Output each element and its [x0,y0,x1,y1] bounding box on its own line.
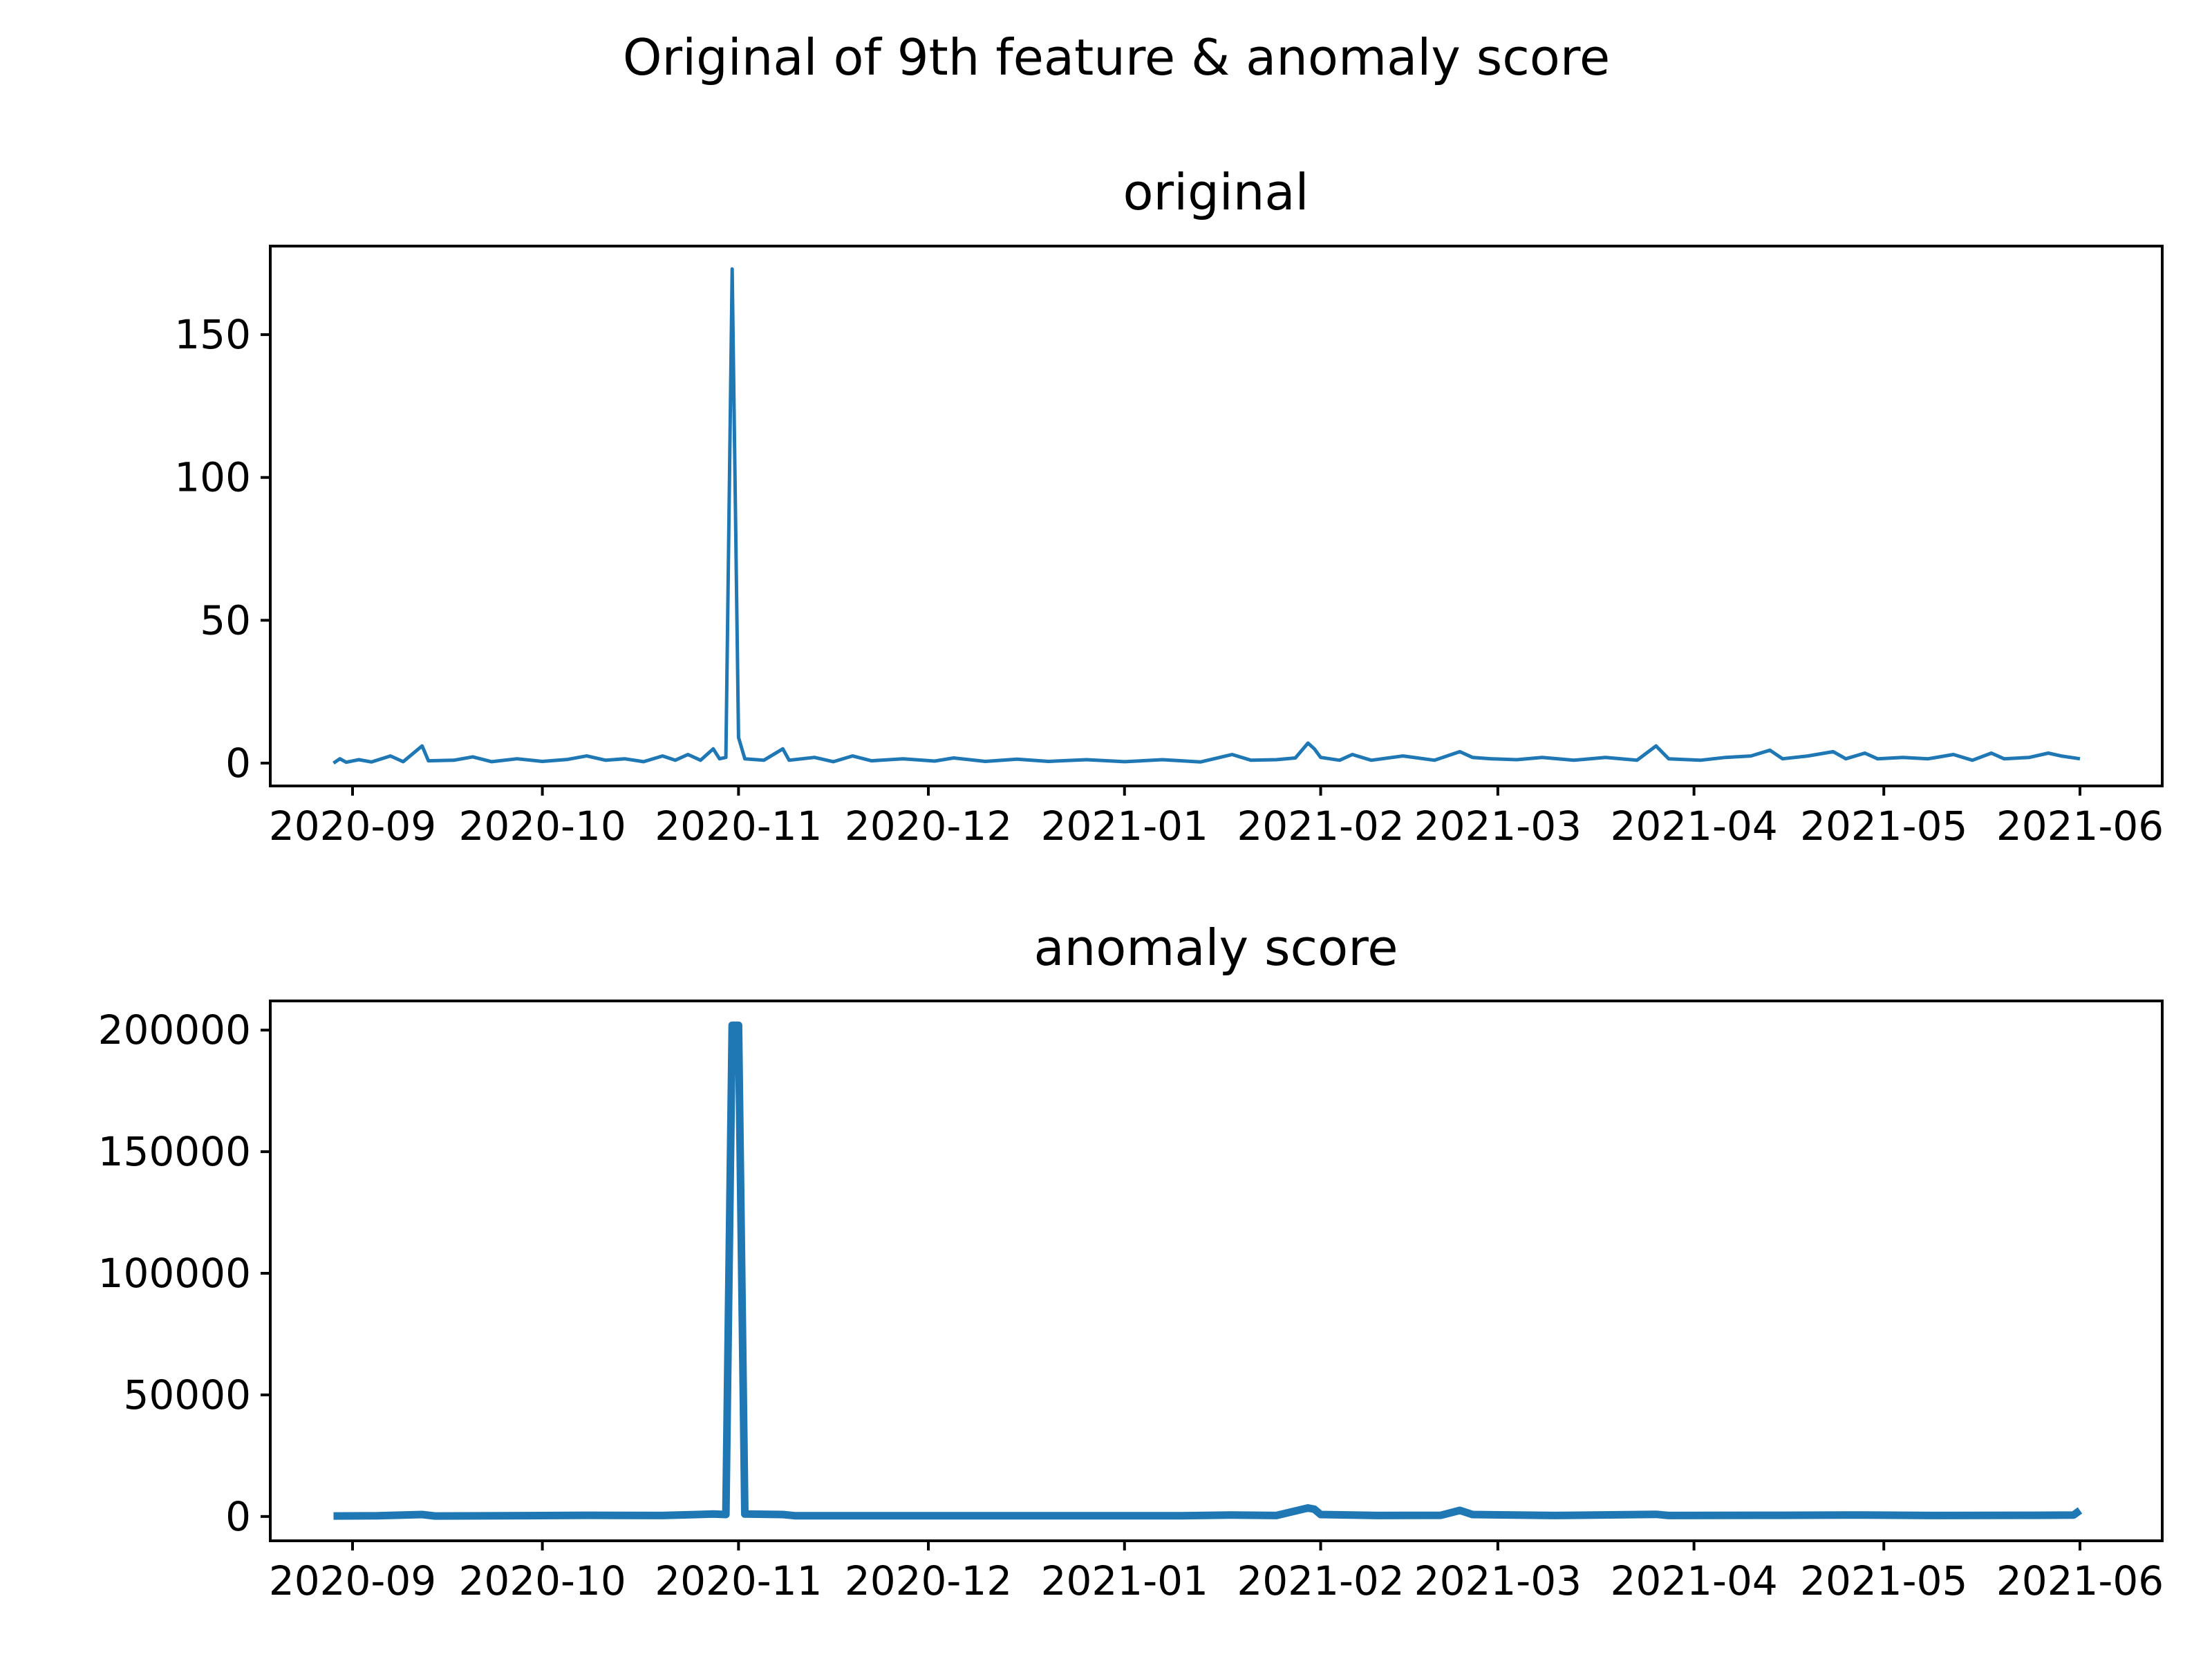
panel-original-ytick-label: 150 [174,311,251,358]
panel-anomaly-score: anomaly score 2020-09 2020-10 2020-11 2020-… [98,919,2164,1604]
panel-anomaly-score-xtick-label: 2020-11 [655,1557,822,1604]
panel-original-xtick-label: 2020-09 [269,803,436,850]
panel-anomaly-score-xtick-label: 2021-06 [1996,1557,2164,1604]
panel-original-ytick-label: 100 [174,454,251,501]
panel-original-xtick-label: 2020-10 [458,803,626,850]
panel-original-xtick-label: 2021-02 [1237,803,1404,850]
panel-anomaly-score-series [333,1021,2083,1520]
panel-anomaly-score-xtick-label: 2020-10 [458,1557,626,1604]
panel-anomaly-score-ytick-label: 0 [225,1493,251,1540]
panel-anomaly-score-xtick-label: 2021-03 [1414,1557,1582,1604]
panel-original-xtick-label: 2021-05 [1800,803,1967,850]
panel-anomaly-score-ytick-label: 50000 [123,1371,251,1418]
figure-suptitle: Original of 9th feature & anomaly score [623,28,1610,86]
panel-original-series [332,267,2081,765]
panel-original-ticks: 2020-09 2020-10 2020-11 2020-12 2021-01 2021-… [174,311,2164,850]
panel-anomaly-score-xtick-label: 2021-02 [1237,1557,1404,1604]
panel-original-xtick-label: 2021-04 [1610,803,1777,850]
panel-original-xtick-label: 2021-06 [1996,803,2164,850]
panel-anomaly-score-xtick-label: 2020-09 [269,1557,436,1604]
panel-anomaly-score-ticks: 2020-09 2020-10 2020-11 2020-12 2021-01 2021-… [98,1006,2164,1604]
panel-original-xtick-label: 2021-03 [1414,803,1582,850]
panel-original-title: original [1123,163,1309,221]
panel-original-xtick-label: 2020-11 [655,803,822,850]
panel-anomaly-score-ytick-label: 200000 [98,1006,251,1053]
panel-anomaly-score-xtick-label: 2020-12 [845,1557,1012,1604]
panel-anomaly-score-ytick-label: 100000 [98,1250,251,1297]
panel-anomaly-score-title: anomaly score [1033,919,1398,977]
panel-anomaly-score-frame [269,1000,2164,1542]
panel-original-ytick-label: 0 [225,740,251,787]
panel-original-xtick-label: 2021-01 [1041,803,1208,850]
panel-anomaly-score-series-line [333,1021,2083,1520]
panel-original-frame [269,245,2164,787]
panel-anomaly-score-xtick-label: 2021-05 [1800,1557,1967,1604]
panel-original: original 2020-09 2020-10 2020-11 2020-12 202… [174,163,2164,850]
panel-original-ytick-label: 50 [200,597,251,644]
panel-original-series-line [332,267,2081,765]
panel-anomaly-score-xtick-label: 2021-04 [1610,1557,1777,1604]
panel-anomaly-score-xtick-label: 2021-01 [1041,1557,1208,1604]
panel-original-xtick-label: 2020-12 [845,803,1012,850]
panel-anomaly-score-ytick-label: 150000 [98,1128,251,1175]
